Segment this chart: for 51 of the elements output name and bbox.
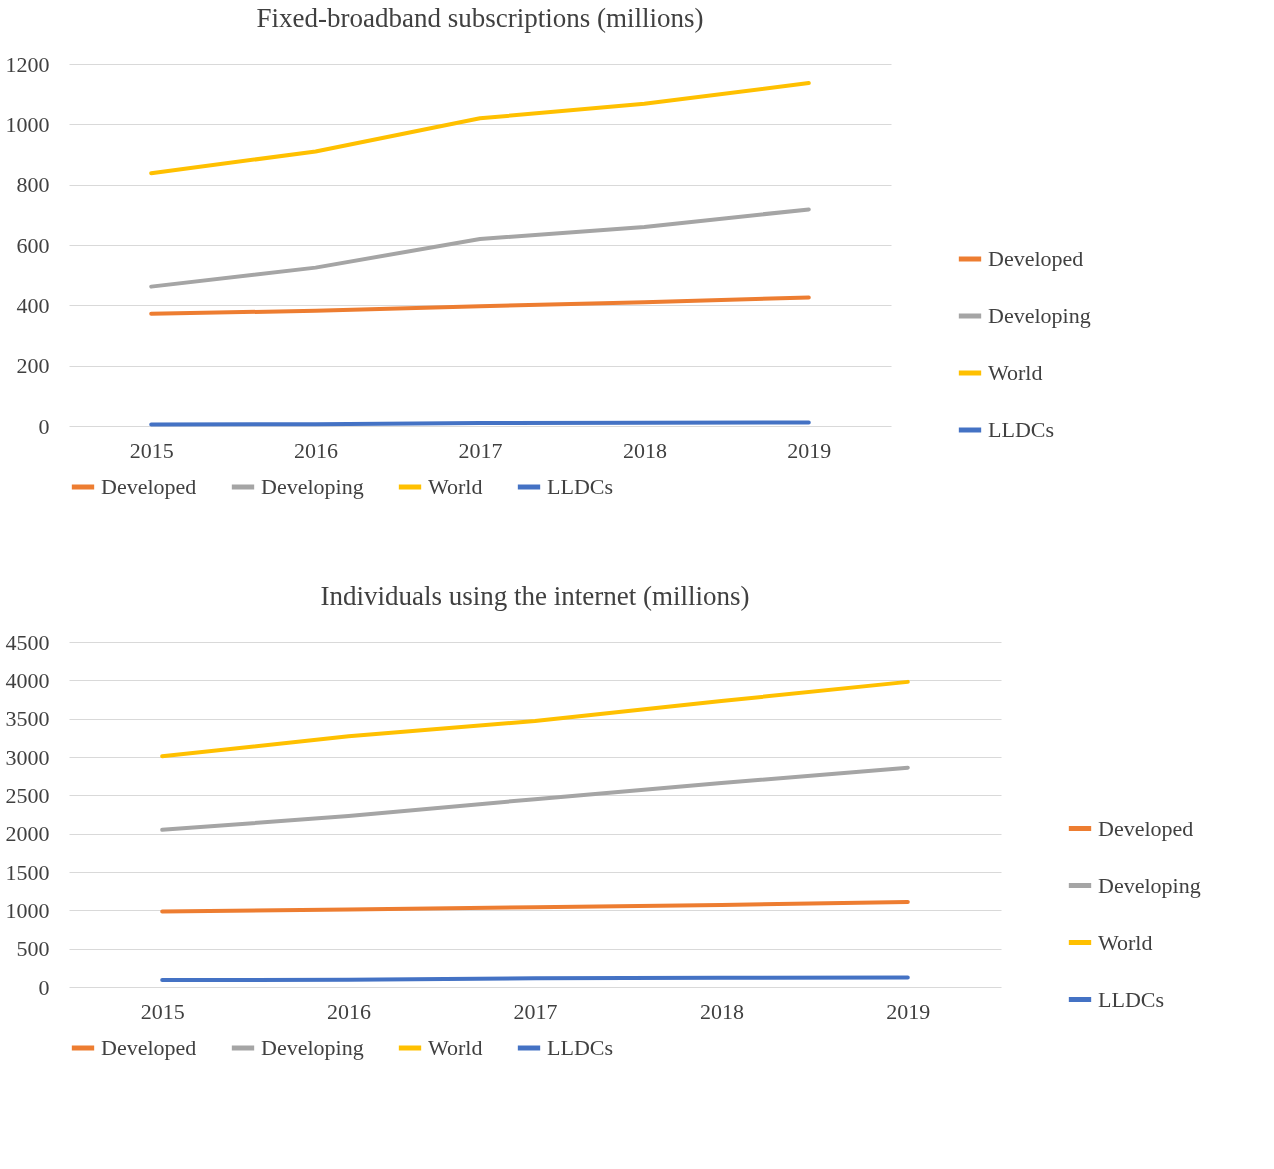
y-tick-label: 3500 <box>5 706 50 732</box>
text: World <box>428 474 483 499</box>
y-tick-label: 800 <box>16 172 50 198</box>
x-tick-label: 2016 <box>327 998 372 1024</box>
x-tick-label: 2019 <box>886 998 931 1024</box>
legend-label: Developing <box>988 303 1091 328</box>
legend-label: LLDCs <box>547 1035 613 1060</box>
x-tick-label: 2018 <box>699 998 744 1024</box>
y-tick-label: 1000 <box>5 897 50 923</box>
y-tick-label: 2500 <box>5 782 50 808</box>
text: Developing <box>261 474 364 499</box>
text: Developing <box>261 1035 364 1060</box>
y-tick-label: 4500 <box>5 629 50 655</box>
chart-title: Fixed-broadband subscriptions (millions) <box>256 3 704 33</box>
legend-label: World <box>988 360 1043 385</box>
text: Developed <box>988 246 1084 271</box>
x-tick-label: 2016 <box>294 437 339 463</box>
y-tick-label: 400 <box>16 292 50 318</box>
y-tick-label: 0 <box>38 974 50 1000</box>
y-tick-label: 1200 <box>5 51 50 77</box>
line-series <box>149 207 811 289</box>
line-series <box>160 679 910 759</box>
line-series <box>160 899 910 914</box>
y-tick-label: 200 <box>16 353 50 379</box>
y-tick-label: 1500 <box>5 859 50 885</box>
y-tick-label: 4000 <box>5 667 50 693</box>
y-tick-label: 0 <box>38 413 50 439</box>
x-tick-label: 2015 <box>129 437 174 463</box>
y-tick-label: 1000 <box>5 111 50 137</box>
legend-label: Developed <box>101 1035 197 1060</box>
y-tick-label: 600 <box>16 232 50 258</box>
x-tick-label: 2015 <box>140 998 185 1024</box>
x-tick-label: 2017 <box>458 437 503 463</box>
text: Developed <box>1098 815 1194 841</box>
legend-label: Developing <box>1098 872 1201 898</box>
x-tick-label: 2019 <box>787 437 832 463</box>
y-tick-label: 3000 <box>5 744 50 770</box>
line-series <box>160 765 910 832</box>
legend-label: Developed <box>101 474 197 499</box>
x-tick-label: 2018 <box>622 437 667 463</box>
x-tick-label: 2017 <box>513 998 558 1024</box>
text: World <box>428 1035 483 1060</box>
text: LLDCs <box>1098 986 1164 1012</box>
y-tick-label: 2000 <box>5 821 50 847</box>
chart-title: Individuals using the internet (millions) <box>320 581 750 611</box>
line-series <box>149 81 811 176</box>
legend-label: World <box>1098 929 1153 955</box>
text: LLDCs <box>988 417 1054 442</box>
y-tick-label: 500 <box>16 936 50 962</box>
line-series <box>149 295 811 316</box>
legend-label: LLDCs <box>547 474 613 499</box>
